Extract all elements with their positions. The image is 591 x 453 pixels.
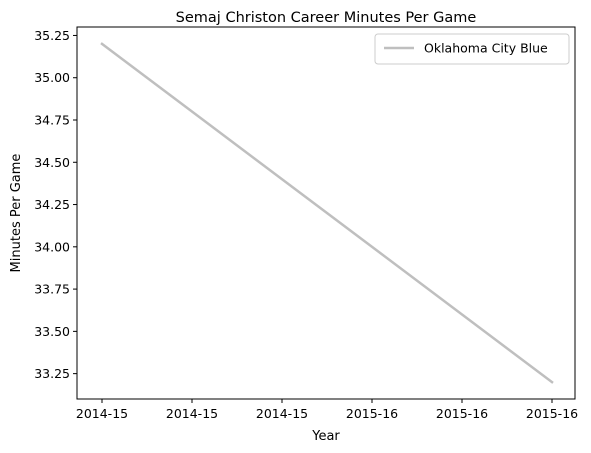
y-tick-label: 34.00 bbox=[34, 239, 70, 254]
legend-box bbox=[374, 33, 570, 65]
y-tick-label: 35.00 bbox=[34, 70, 70, 85]
series-layer bbox=[100, 42, 554, 384]
y-tick-label: 34.50 bbox=[34, 155, 70, 170]
x-axis-label: Year bbox=[311, 429, 340, 444]
x-tick-label: 2015-16 bbox=[526, 406, 578, 421]
y-tick-label: 33.50 bbox=[34, 324, 70, 339]
x-axis: 2014-15 2014-15 2014-15 2015-16 2015-16 2015-… bbox=[76, 399, 578, 421]
chart-title: Semaj Christon Career Minutes Per Game bbox=[176, 10, 477, 26]
x-tick-label: 2015-16 bbox=[436, 406, 488, 421]
legend-label-oklahoma-city-blue: Oklahoma City Blue bbox=[424, 41, 548, 56]
x-tick-label: 2015-16 bbox=[346, 406, 398, 421]
plot-area bbox=[76, 26, 576, 400]
legend: Oklahoma City Blue bbox=[374, 33, 570, 65]
y-tick-label: 35.25 bbox=[34, 28, 70, 43]
y-tick-label: 34.75 bbox=[34, 113, 70, 128]
y-axis-label: Minutes Per Game bbox=[9, 154, 24, 273]
x-tick-label: 2014-15 bbox=[256, 406, 308, 421]
x-tick-label: 2014-15 bbox=[166, 406, 218, 421]
y-tick-label: 33.25 bbox=[34, 366, 70, 381]
y-axis: 33.25 33.50 33.75 34.00 34.25 34.50 34.75 35.00… bbox=[34, 28, 77, 381]
y-tick-label: 33.75 bbox=[34, 282, 70, 297]
series-line-oklahoma-city-blue bbox=[100, 42, 554, 384]
x-tick-label: 2014-15 bbox=[76, 406, 128, 421]
y-tick-label: 34.25 bbox=[34, 197, 70, 212]
